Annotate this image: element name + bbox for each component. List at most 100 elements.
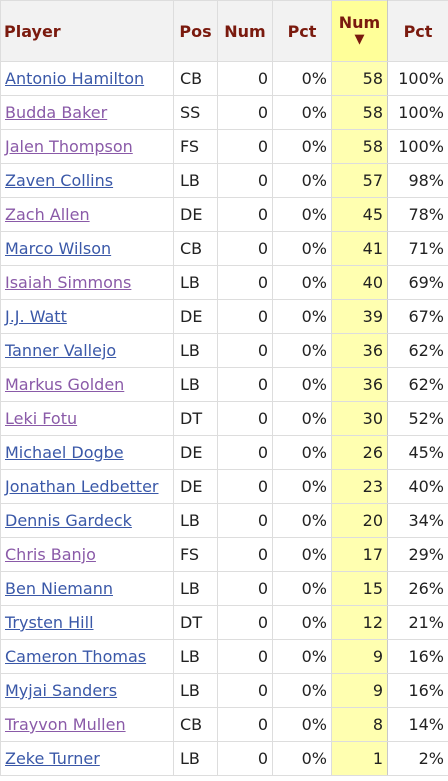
- player-name-link[interactable]: Jonathan Ledbetter: [5, 477, 159, 496]
- player-name-link[interactable]: Budda Baker: [5, 103, 108, 122]
- pct-2-cell: 69%: [387, 265, 448, 300]
- num-cell: 0: [217, 537, 273, 572]
- player-name-link[interactable]: Ben Niemann: [5, 579, 113, 598]
- num-sorted-cell: 39: [331, 299, 388, 334]
- num-sorted-cell: 1: [331, 741, 388, 776]
- player-cell: Michael Dogbe: [0, 435, 174, 470]
- num-sorted-cell: 9: [331, 673, 388, 708]
- player-name-link[interactable]: Dennis Gardeck: [5, 511, 132, 530]
- table-row: Trysten Hill DT 0 0% 12 21%: [0, 605, 448, 640]
- pct-cell: 0%: [272, 639, 332, 674]
- column-header-num-sorted[interactable]: Num ▼: [331, 0, 388, 62]
- sort-descending-icon: ▼: [354, 32, 365, 47]
- num-sorted-cell: 58: [331, 61, 388, 96]
- player-cell: Ben Niemann: [0, 571, 174, 606]
- column-header-player[interactable]: Player: [0, 0, 174, 62]
- position-cell: DT: [173, 401, 218, 436]
- pct-cell: 0%: [272, 333, 332, 368]
- position-cell: DE: [173, 435, 218, 470]
- num-sorted-cell: 58: [331, 129, 388, 164]
- pct-2-cell: 16%: [387, 673, 448, 708]
- table-row: Markus Golden LB 0 0% 36 62%: [0, 367, 448, 402]
- player-name-link[interactable]: Michael Dogbe: [5, 443, 124, 462]
- player-cell: Antonio Hamilton: [0, 61, 174, 96]
- num-cell: 0: [217, 741, 273, 776]
- num-sorted-cell: 23: [331, 469, 388, 504]
- pct-cell: 0%: [272, 95, 332, 130]
- player-name-link[interactable]: J.J. Watt: [5, 307, 67, 326]
- player-name-link[interactable]: Jalen Thompson: [5, 137, 133, 156]
- player-name-link[interactable]: Zach Allen: [5, 205, 90, 224]
- table-row: Zaven Collins LB 0 0% 57 98%: [0, 163, 448, 198]
- table-row: Trayvon Mullen CB 0 0% 8 14%: [0, 707, 448, 742]
- pct-cell: 0%: [272, 673, 332, 708]
- table-row: Leki Fotu DT 0 0% 30 52%: [0, 401, 448, 436]
- player-name-link[interactable]: Zeke Turner: [5, 749, 100, 768]
- pct-2-cell: 100%: [387, 95, 448, 130]
- player-name-link[interactable]: Zaven Collins: [5, 171, 114, 190]
- num-cell: 0: [217, 469, 273, 504]
- player-name-link[interactable]: Chris Banjo: [5, 545, 96, 564]
- player-name-link[interactable]: Trayvon Mullen: [5, 715, 126, 734]
- num-cell: 0: [217, 197, 273, 232]
- num-sorted-cell: 30: [331, 401, 388, 436]
- player-name-link[interactable]: Trysten Hill: [5, 613, 94, 632]
- pct-2-cell: 40%: [387, 469, 448, 504]
- pct-cell: 0%: [272, 469, 332, 504]
- pct-cell: 0%: [272, 231, 332, 266]
- position-cell: LB: [173, 333, 218, 368]
- num-sorted-cell: 36: [331, 333, 388, 368]
- player-cell: Chris Banjo: [0, 537, 174, 572]
- player-name-link[interactable]: Marco Wilson: [5, 239, 112, 258]
- num-sorted-cell: 57: [331, 163, 388, 198]
- player-cell: Myjai Sanders: [0, 673, 174, 708]
- table-row: Budda Baker SS 0 0% 58 100%: [0, 95, 448, 130]
- num-sorted-cell: 17: [331, 537, 388, 572]
- player-name-link[interactable]: Isaiah Simmons: [5, 273, 132, 292]
- num-sorted-cell: 40: [331, 265, 388, 300]
- pct-cell: 0%: [272, 741, 332, 776]
- player-cell: Budda Baker: [0, 95, 174, 130]
- player-name-link[interactable]: Markus Golden: [5, 375, 125, 394]
- column-header-pct[interactable]: Pct: [272, 0, 332, 62]
- num-cell: 0: [217, 707, 273, 742]
- position-cell: FS: [173, 537, 218, 572]
- pct-2-cell: 62%: [387, 333, 448, 368]
- player-name-link[interactable]: Leki Fotu: [5, 409, 78, 428]
- table-row: Zach Allen DE 0 0% 45 78%: [0, 197, 448, 232]
- num-sorted-cell: 20: [331, 503, 388, 538]
- num-cell: 0: [217, 639, 273, 674]
- player-cell: Isaiah Simmons: [0, 265, 174, 300]
- pct-2-cell: 98%: [387, 163, 448, 198]
- player-cell: Jonathan Ledbetter: [0, 469, 174, 504]
- num-sorted-cell: 9: [331, 639, 388, 674]
- num-sorted-cell: 8: [331, 707, 388, 742]
- table-row: Myjai Sanders LB 0 0% 9 16%: [0, 673, 448, 708]
- player-name-link[interactable]: Tanner Vallejo: [5, 341, 117, 360]
- pct-2-cell: 67%: [387, 299, 448, 334]
- table-row: Cameron Thomas LB 0 0% 9 16%: [0, 639, 448, 674]
- position-cell: DE: [173, 469, 218, 504]
- num-cell: 0: [217, 95, 273, 130]
- pct-2-cell: 29%: [387, 537, 448, 572]
- pct-cell: 0%: [272, 129, 332, 164]
- column-header-pos[interactable]: Pos: [173, 0, 218, 62]
- num-cell: 0: [217, 401, 273, 436]
- num-cell: 0: [217, 129, 273, 164]
- player-name-link[interactable]: Cameron Thomas: [5, 647, 147, 666]
- player-cell: Marco Wilson: [0, 231, 174, 266]
- column-header-pct-2[interactable]: Pct: [387, 0, 448, 62]
- pct-cell: 0%: [272, 707, 332, 742]
- num-cell: 0: [217, 265, 273, 300]
- player-name-link[interactable]: Antonio Hamilton: [5, 69, 145, 88]
- player-name-link[interactable]: Myjai Sanders: [5, 681, 118, 700]
- player-cell: Dennis Gardeck: [0, 503, 174, 538]
- pct-2-cell: 100%: [387, 61, 448, 96]
- pct-2-cell: 100%: [387, 129, 448, 164]
- pct-2-cell: 62%: [387, 367, 448, 402]
- table-row: Isaiah Simmons LB 0 0% 40 69%: [0, 265, 448, 300]
- num-cell: 0: [217, 163, 273, 198]
- column-header-num[interactable]: Num: [217, 0, 273, 62]
- position-cell: CB: [173, 707, 218, 742]
